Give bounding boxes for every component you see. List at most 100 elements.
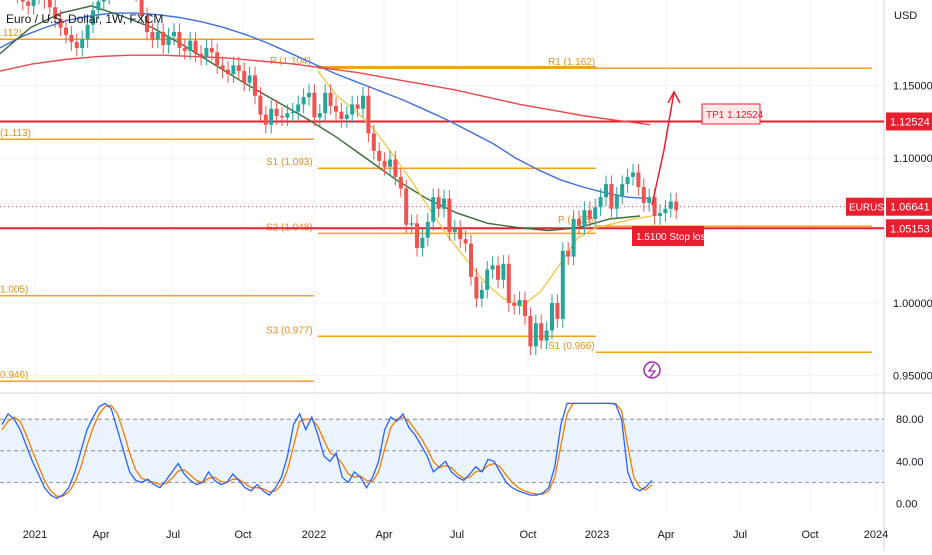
candle-body — [280, 116, 284, 117]
candle-body — [512, 303, 516, 306]
candle-body — [296, 104, 300, 111]
candle-body — [383, 161, 387, 167]
candle-body — [226, 70, 230, 74]
candle-body — [534, 323, 538, 346]
candle-body — [264, 115, 268, 125]
candle-body — [188, 41, 192, 51]
candle-body — [242, 71, 246, 83]
candle-body — [501, 264, 505, 280]
x-tick-label: 2021 — [23, 529, 47, 541]
candle-body — [361, 96, 365, 109]
candle-body — [275, 109, 279, 116]
candle-body — [437, 197, 441, 209]
candle-body — [669, 202, 673, 209]
candle-body — [485, 270, 489, 290]
candle-body — [388, 159, 392, 166]
candle-body — [204, 48, 208, 57]
candle-body — [64, 28, 68, 35]
candle-body — [150, 32, 154, 39]
currency-label: USD — [894, 10, 917, 22]
candle-body — [183, 48, 187, 51]
candle-body — [518, 300, 522, 306]
candle-body — [442, 199, 446, 209]
candle-body — [566, 251, 570, 257]
candle-body — [663, 209, 667, 213]
candle-body — [237, 65, 241, 71]
pivot-level-label: (1.113) — [0, 128, 31, 139]
candle-body — [80, 39, 84, 48]
candle-body — [647, 197, 651, 203]
candle-body — [464, 239, 468, 243]
candle-body — [318, 113, 322, 117]
candle-body — [555, 303, 559, 319]
candle-body — [215, 52, 219, 65]
candle-body — [599, 197, 603, 207]
oscillator-tick-label: 0.00 — [896, 499, 917, 511]
oscillator-tick-label: 80.00 — [896, 414, 924, 426]
candle-body — [156, 32, 160, 39]
candle-body — [199, 54, 203, 57]
candle-body — [491, 265, 495, 269]
chart-title: Euro / U.S. Dollar, 1W, FXCM — [6, 12, 163, 26]
candle-body — [453, 229, 457, 232]
candle-body — [96, 2, 100, 11]
price-label-text: 1.12524 — [890, 116, 930, 128]
candle-body — [377, 151, 381, 161]
x-tick-label: Jul — [450, 529, 464, 541]
candle-body — [32, 0, 36, 6]
symbol-tag-text: EURUSD — [849, 203, 891, 214]
candle-body — [345, 115, 349, 119]
candle-body — [604, 184, 608, 197]
candle-body — [356, 104, 360, 108]
oscillator-tick-label: 40.00 — [896, 456, 924, 468]
x-tick-label: Jul — [733, 529, 747, 541]
candle-body — [626, 177, 630, 184]
candle-body — [312, 93, 316, 118]
candle-body — [302, 97, 306, 104]
candle-body — [636, 173, 640, 187]
candle-body — [582, 210, 586, 226]
candle-body — [285, 113, 289, 117]
candle-body — [269, 109, 273, 125]
candle-body — [69, 35, 73, 42]
candle-body — [393, 159, 397, 176]
candle-body — [291, 112, 295, 113]
candle-body — [21, 0, 25, 2]
y-tick-label: 1.15000 — [893, 81, 932, 93]
candle-body — [458, 229, 462, 239]
candle-body — [431, 197, 435, 222]
pivot-level-label: S3 (0.977) — [266, 325, 313, 336]
x-tick-label: Apr — [657, 529, 674, 541]
candle-body — [507, 264, 511, 303]
candle-body — [496, 265, 500, 279]
candle-body — [221, 65, 225, 69]
candle-body — [248, 75, 252, 82]
candle-body — [561, 251, 565, 319]
candle-body — [161, 32, 165, 45]
candle-body — [172, 32, 176, 36]
stop-annotation-text: 1.5100 Stop lose — [636, 232, 711, 243]
candle-body — [253, 75, 257, 95]
candle-body — [399, 177, 403, 189]
candle-body — [469, 244, 473, 277]
candle-body — [593, 207, 597, 219]
candle-body — [307, 93, 311, 97]
candle-body — [674, 202, 678, 211]
x-tick-label: 2024 — [864, 529, 888, 541]
candle-body — [572, 219, 576, 257]
candle-body — [426, 222, 430, 238]
candle-body — [545, 330, 549, 340]
candle-body — [334, 106, 338, 112]
candle-body — [480, 290, 484, 299]
y-tick-label: 1.00000 — [893, 298, 932, 310]
candle-body — [231, 65, 235, 74]
tp-annotation-text: TP1 1.12524 — [706, 110, 764, 121]
x-tick-label: Oct — [234, 529, 251, 541]
candle-body — [523, 300, 527, 316]
candle-body — [609, 184, 613, 209]
candle-body — [588, 210, 592, 219]
candle-body — [474, 277, 478, 299]
candle-body — [404, 188, 408, 224]
